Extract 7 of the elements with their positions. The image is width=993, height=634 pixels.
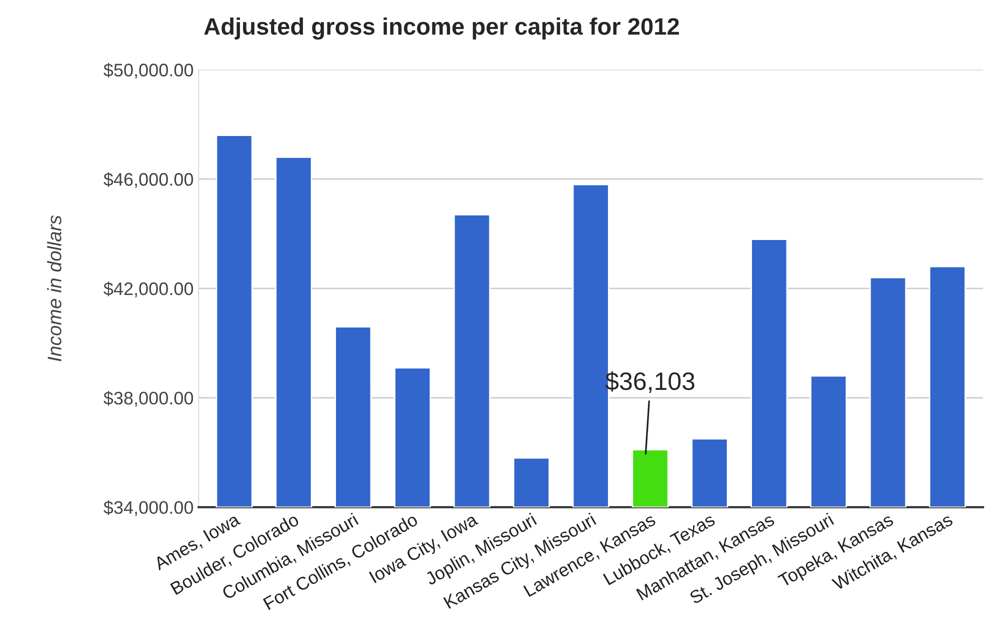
y-tick-label: $34,000.00 — [104, 500, 194, 516]
y-tick-label: $42,000.00 — [104, 282, 194, 298]
y-tick-label: $50,000.00 — [104, 62, 194, 79]
y-tick-label: $38,000.00 — [104, 391, 194, 407]
y-axis-title: Income in dollars — [47, 215, 62, 362]
chart-title: Adjusted gross income per capita for 2012 — [204, 17, 679, 40]
y-tick-label: $46,000.00 — [104, 172, 194, 188]
